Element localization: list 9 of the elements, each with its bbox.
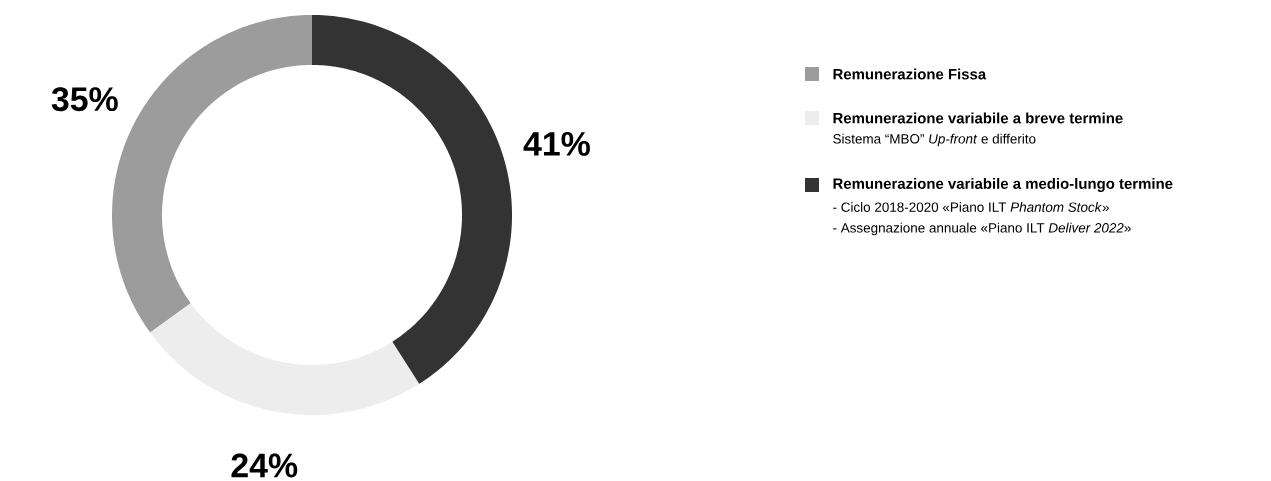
text: - Ciclo 2018-2020 «Piano ILT Phantom Stock» — [833, 202, 1109, 213]
legend-label: Remunerazione Fissa — [833, 68, 987, 80]
text: - Assegnazione annuale «Piano ILT Deliver 2022» — [833, 222, 1131, 236]
legend-label: Remunerazione variabile a breve termine — [833, 112, 1123, 124]
text: Sistema “MBO” Up-front e differito — [833, 133, 1036, 147]
legend-label: Remunerazione variabile a medio-lungo termine — [833, 178, 1173, 193]
data-label: 24% — [231, 453, 298, 478]
data-label: 35% — [51, 87, 118, 112]
data-label: 41% — [523, 132, 590, 156]
